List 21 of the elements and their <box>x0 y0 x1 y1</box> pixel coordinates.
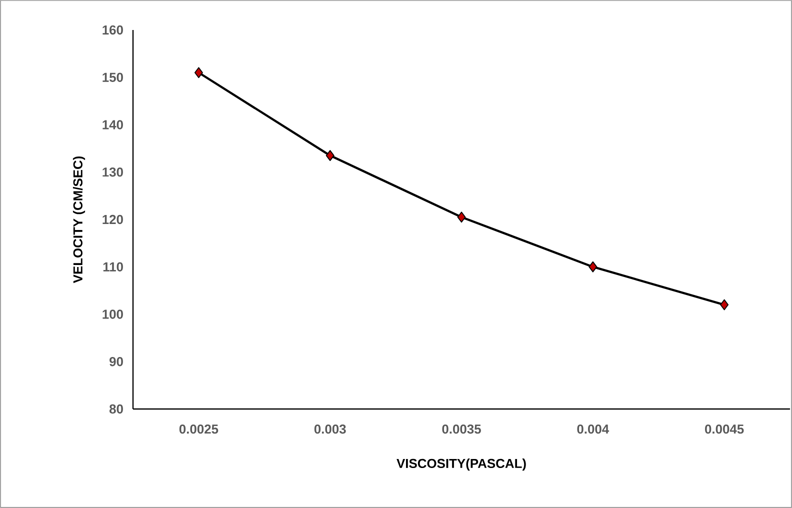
x-tick-label: 0.0045 <box>705 424 744 434</box>
point <box>194 67 203 78</box>
y-tick-label: 150 <box>102 72 123 82</box>
x-axis-title: VISCOSITY(PASCAL) <box>396 458 526 471</box>
y-tick-label: 140 <box>102 120 123 130</box>
x-tick-label: 0.003 <box>314 424 346 434</box>
y-tick-label: 160 <box>102 25 123 35</box>
y-tick-label: 110 <box>103 262 123 272</box>
y-tick-label: 90 <box>110 357 123 366</box>
y-tick-label: 120 <box>102 214 123 224</box>
point <box>326 150 334 162</box>
y-tick-label: 100 <box>102 310 123 319</box>
y-axis-title: VELOCITY (CM/SEC) <box>72 156 86 284</box>
y-tick-label: 130 <box>102 168 123 177</box>
x-tick-label: 0.0025 <box>179 424 218 434</box>
point <box>720 299 729 310</box>
y-tick-label: 80 <box>109 404 123 414</box>
x-tick-label: 0.004 <box>577 424 610 434</box>
x-tick-label: 0.0035 <box>442 424 481 434</box>
point <box>588 261 598 272</box>
point <box>457 212 466 223</box>
